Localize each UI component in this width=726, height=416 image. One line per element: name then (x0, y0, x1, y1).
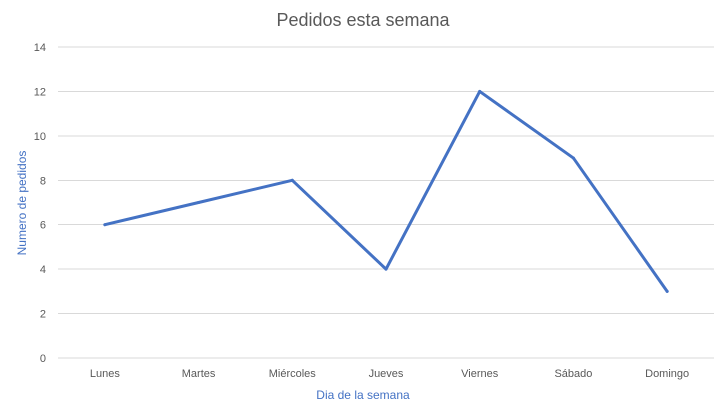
y-axis-title: Numero de pedidos (15, 151, 29, 256)
data-point (665, 289, 669, 293)
data-point (103, 223, 107, 227)
data-point (571, 156, 575, 160)
y-tick-label: 0 (40, 353, 46, 365)
data-point (290, 178, 294, 182)
x-tick-label: Domingo (645, 368, 689, 380)
gridlines (58, 46, 714, 359)
x-axis-ticks: Lunes Martes Miércoles Jueves Viernes Sábado D… (90, 368, 689, 380)
y-tick-label: 2 (40, 309, 46, 321)
series-layer (103, 89, 669, 293)
y-tick-label: 4 (40, 264, 46, 276)
series-line (103, 89, 669, 293)
chart-title: Pedidos esta semana (276, 10, 450, 30)
y-tick-label: 10 (34, 131, 46, 143)
x-tick-label: Viernes (461, 368, 499, 380)
y-tick-label: 14 (34, 42, 46, 54)
x-axis-title: Dia de la semana (316, 388, 410, 402)
x-tick-label: Sábado (554, 368, 592, 380)
x-tick-label: Jueves (369, 368, 404, 380)
data-point (384, 267, 388, 271)
y-tick-label: 8 (40, 175, 46, 187)
x-tick-label: Miércoles (269, 368, 317, 380)
y-axis-ticks: 0 2 4 6 8 10 12 14 (34, 42, 46, 365)
y-tick-label: 6 (40, 220, 46, 232)
x-tick-label: Martes (182, 368, 216, 380)
data-point (478, 89, 482, 93)
data-point (197, 201, 201, 204)
x-tick-label: Lunes (90, 368, 120, 380)
y-tick-label: 12 (34, 86, 46, 98)
